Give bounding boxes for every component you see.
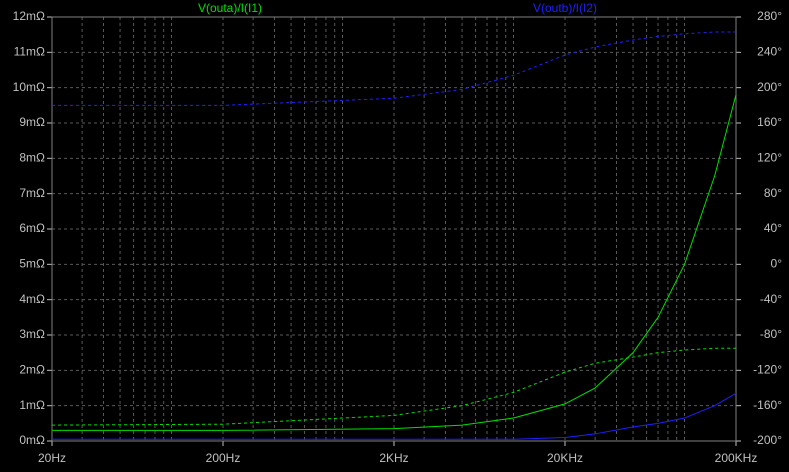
- y2-tick-label: 280°: [757, 9, 782, 23]
- y2-tick-label: 160°: [757, 115, 782, 129]
- y-tick-label: 10mΩ: [13, 80, 45, 94]
- y-tick-label: 4mΩ: [19, 292, 45, 306]
- y2-tick-label: -200°: [753, 433, 782, 447]
- x-tick-label: 2KHz: [379, 451, 408, 465]
- y-tick-label: 7mΩ: [19, 186, 45, 200]
- phase-line: [52, 31, 736, 106]
- y2-tick-label: -160°: [753, 398, 782, 412]
- y-tick-label: 8mΩ: [19, 151, 45, 165]
- y-tick-label: 0mΩ: [19, 433, 45, 447]
- y-tick-label: 2mΩ: [19, 363, 45, 377]
- x-tick-label: 200KHz: [715, 451, 758, 465]
- y-tick-label: 11mΩ: [14, 45, 45, 59]
- y-tick-label: 9mΩ: [19, 115, 45, 129]
- y2-tick-label: -80°: [760, 327, 782, 341]
- y-tick-label: 6mΩ: [19, 221, 45, 235]
- y2-tick-label: 0°: [771, 257, 783, 271]
- legend-entry: V(outb)/I(I2): [533, 1, 597, 15]
- x-tick-label: 20Hz: [38, 451, 66, 465]
- legend-entry: V(outa)/I(I1): [198, 1, 262, 15]
- y2-tick-label: 200°: [757, 80, 782, 94]
- y2-tick-label: 80°: [764, 186, 782, 200]
- y2-tick-label: -40°: [760, 292, 782, 306]
- y2-tick-label: 120°: [757, 151, 782, 165]
- magnitude-line: [52, 94, 737, 431]
- y-tick-label: 1mΩ: [19, 398, 45, 412]
- x-tick-label: 200Hz: [206, 451, 241, 465]
- y-tick-label: 5mΩ: [19, 257, 45, 271]
- y2-tick-label: 40°: [764, 221, 782, 235]
- magnitude-line: [52, 392, 737, 440]
- y2-tick-label: -120°: [753, 363, 782, 377]
- y-tick-label: 3mΩ: [19, 327, 45, 341]
- y2-tick-label: 240°: [757, 45, 782, 59]
- y-tick-label: 12mΩ: [13, 9, 45, 23]
- plot-frame: [51, 16, 737, 442]
- x-tick-label: 20KHz: [547, 451, 583, 465]
- phase-line: [51, 347, 736, 426]
